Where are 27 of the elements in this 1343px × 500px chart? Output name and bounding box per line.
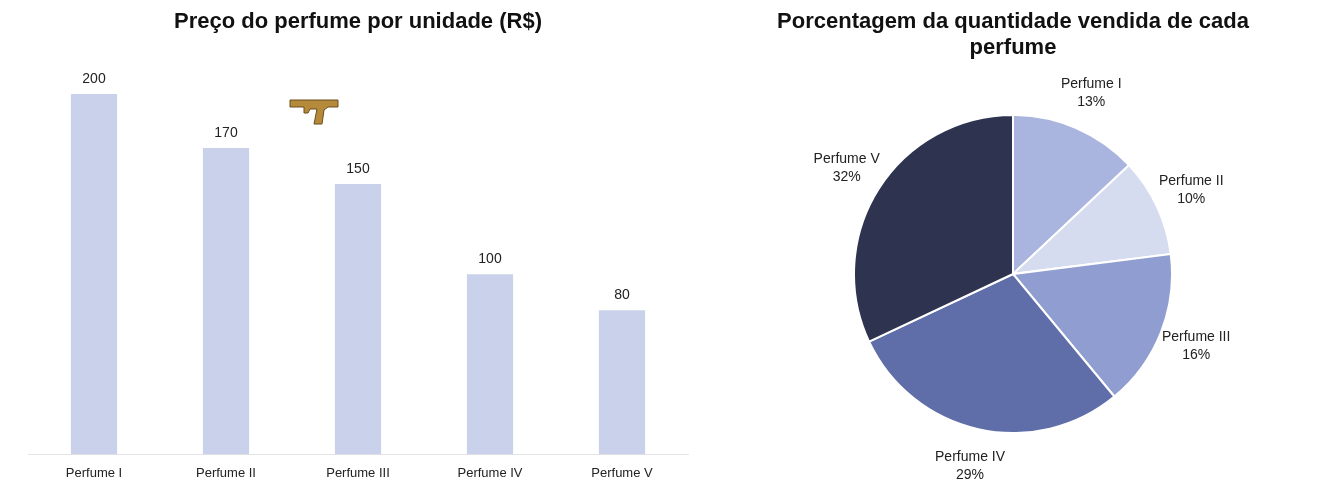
data-label: 13% xyxy=(1077,93,1106,110)
x-tick-label: Perfume V xyxy=(591,464,654,480)
data-label: 29% xyxy=(956,466,985,483)
slice-label: Perfume V xyxy=(813,150,881,167)
chart-title: Preço do perfume por unidade (R$) xyxy=(173,8,543,35)
data-label: 32% xyxy=(832,168,861,185)
bar xyxy=(70,94,118,455)
x-tick-label: Perfume IV xyxy=(457,464,523,480)
bar xyxy=(202,148,250,455)
data-label: 100 xyxy=(478,250,502,267)
data-label: 200 xyxy=(82,69,106,86)
bar xyxy=(598,310,646,455)
slice-label: Perfume II xyxy=(1158,171,1224,188)
data-label: 10% xyxy=(1177,189,1206,206)
x-tick-label: Perfume II xyxy=(196,464,256,480)
slice-label: Perfume III xyxy=(1161,328,1231,345)
bar xyxy=(334,184,382,455)
data-label: 80 xyxy=(614,286,630,303)
bar xyxy=(466,274,514,455)
data-label: 150 xyxy=(346,159,370,176)
chart-title: Porcentagem da quantidade vendida de cada perfume xyxy=(776,8,1250,61)
x-tick-label: Perfume I xyxy=(65,464,123,480)
data-label: 170 xyxy=(214,123,238,140)
x-tick-label: Perfume III xyxy=(326,464,390,480)
slice-label: Perfume I xyxy=(1060,75,1122,92)
slice-label: Perfume IV xyxy=(935,448,1006,465)
data-label: 16% xyxy=(1182,346,1211,363)
